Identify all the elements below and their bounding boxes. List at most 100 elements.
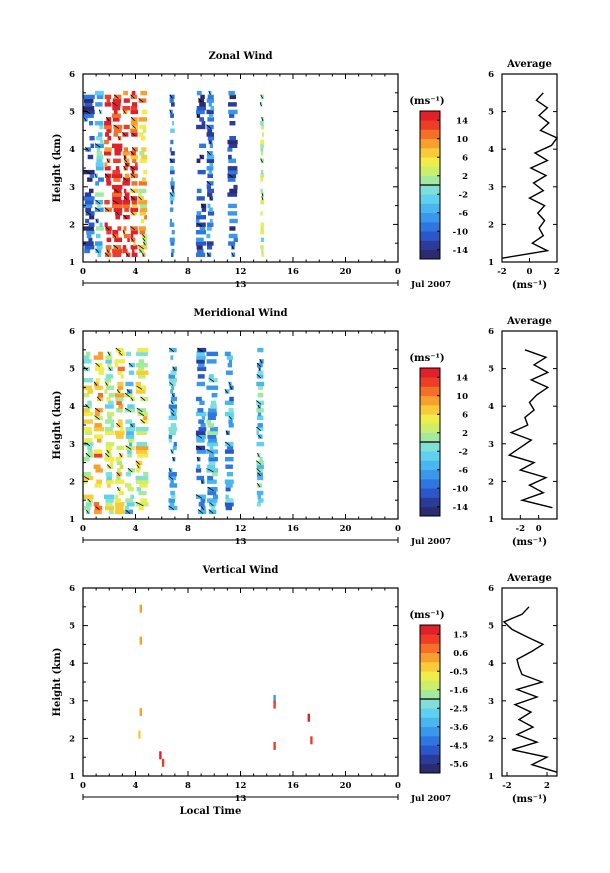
data-cell [199, 154, 205, 160]
colorbar-tick-label: -4.5 [450, 741, 468, 751]
contour-line [172, 366, 176, 371]
profile-x-tick-label: 0 [527, 267, 533, 277]
y-tick-label: 5 [69, 108, 75, 118]
data-cell [125, 408, 136, 413]
data-cell [89, 215, 95, 220]
data-cell [110, 460, 114, 466]
data-cell [256, 441, 264, 447]
data-cell [257, 370, 264, 375]
data-cell [130, 173, 138, 178]
data-cell [112, 117, 120, 122]
contour-line [116, 486, 120, 492]
data-cell [224, 351, 231, 357]
colorbar-swatch [420, 432, 440, 443]
data-cell [116, 460, 123, 466]
data-cell [169, 381, 176, 387]
colorbar-swatch [420, 194, 440, 204]
data-cell [90, 143, 95, 148]
data-cell [209, 453, 215, 458]
data-cell [114, 128, 122, 133]
data-cell [138, 188, 147, 194]
data-cell [136, 370, 149, 375]
colorbar-swatch [420, 414, 440, 424]
data-cell [257, 494, 261, 499]
colorbar-swatch [420, 175, 440, 186]
data-cell [213, 494, 219, 499]
data-cell [196, 124, 206, 130]
data-cell [119, 464, 124, 469]
data-cell [138, 192, 142, 197]
data-cell [257, 498, 264, 503]
x-tick-label: 16 [287, 267, 299, 277]
contour-line [111, 101, 118, 107]
data-cell [126, 351, 132, 357]
data-cell [132, 158, 137, 163]
data-cell [114, 359, 125, 364]
data-cell [225, 457, 234, 462]
data-cell [104, 200, 110, 205]
data-cell [87, 389, 94, 394]
data-cell [228, 158, 236, 163]
data-cell [137, 411, 148, 417]
data-cell [130, 237, 136, 242]
data-cell [85, 453, 93, 458]
data-cell [116, 472, 122, 477]
data-cell [115, 166, 120, 171]
data-cell [106, 230, 112, 235]
data-band [206, 351, 219, 514]
contour-line [260, 94, 264, 99]
data-cell [260, 200, 264, 205]
profile-x-tick-label: 2 [554, 267, 560, 277]
contour-line [113, 124, 120, 129]
y-tick-label: 2 [69, 734, 75, 744]
contour-line [85, 452, 91, 458]
colorbar-tick-label: 6 [462, 410, 468, 420]
data-cell [123, 233, 130, 239]
contour-line [95, 199, 101, 205]
data-cell [106, 248, 111, 254]
contour-line [125, 252, 129, 257]
data-cell [261, 252, 265, 257]
data-cell [116, 400, 122, 405]
data-cell [114, 237, 122, 242]
data-cell [117, 389, 122, 394]
y-tick-label: 1 [69, 772, 75, 782]
contour-line [112, 233, 117, 238]
data-cell [88, 222, 95, 227]
data-cell [93, 426, 104, 432]
data-cell [206, 498, 218, 503]
data-cell [171, 177, 174, 182]
data-cell [127, 468, 135, 473]
data-cell [113, 132, 119, 137]
data-cell [140, 498, 147, 503]
contour-line [169, 109, 172, 114]
colorbar-swatch [420, 377, 440, 387]
data-cell [84, 505, 91, 511]
data-cell [115, 502, 125, 507]
contour-line [168, 468, 172, 473]
data-cell [122, 132, 129, 137]
y-tick-label: 6 [69, 70, 75, 80]
data-cell [207, 151, 213, 156]
data-band [82, 351, 94, 514]
contour-line [224, 441, 231, 447]
data-cell [115, 498, 121, 503]
data-cell [207, 464, 216, 469]
data-cell [169, 192, 175, 197]
data-cell [228, 415, 234, 420]
data-cell [169, 430, 176, 435]
data-cell [201, 207, 207, 212]
data-cell [195, 230, 206, 235]
colorbar-tick-label: 2 [462, 429, 468, 439]
data-cell [94, 415, 103, 420]
data-cell [256, 426, 264, 432]
colorbar-swatch [420, 680, 440, 691]
data-cell [115, 494, 119, 499]
contour-line [260, 158, 263, 163]
data-cell [170, 200, 174, 205]
x-tick-label: 20 [340, 781, 352, 791]
contour-line [172, 456, 175, 461]
data-cell [107, 136, 112, 141]
contour-line [123, 158, 128, 163]
data-cell [171, 494, 176, 499]
